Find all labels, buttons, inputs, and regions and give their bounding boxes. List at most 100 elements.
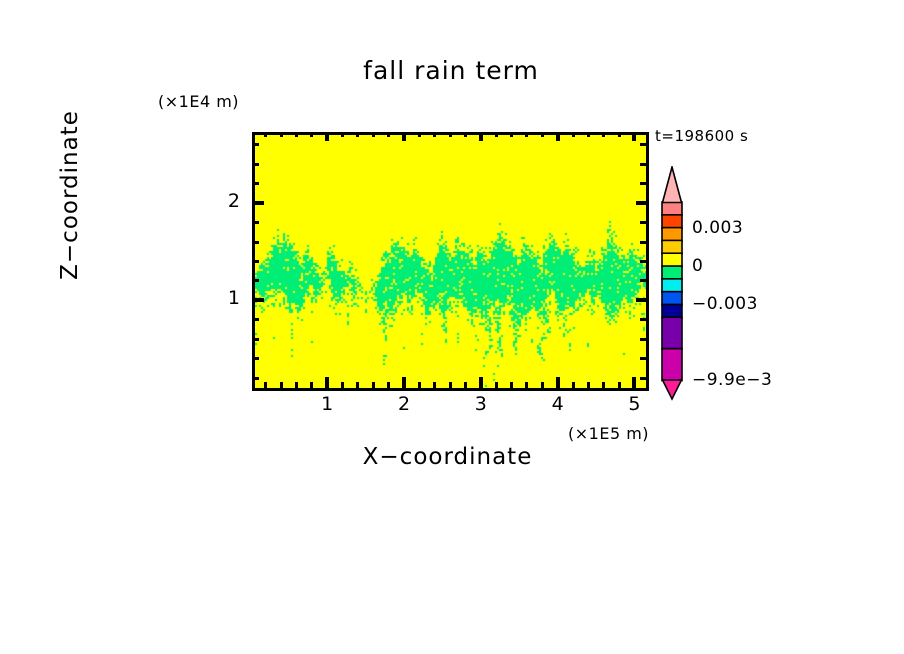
x-minor-tick-top — [510, 132, 513, 137]
colorbar-band — [662, 228, 682, 241]
x-minor-tick-top — [387, 132, 390, 137]
x-major-tick — [556, 377, 560, 388]
y-minor-tick-right — [640, 279, 646, 282]
colorbar-band — [662, 240, 682, 253]
x-minor-tick-top — [372, 132, 375, 137]
x-minor-tick — [310, 382, 313, 388]
x-minor-tick-top — [280, 132, 283, 137]
x-tick-label: 4 — [538, 393, 578, 415]
x-tick-label: 2 — [384, 393, 424, 415]
y-minor-tick — [252, 338, 259, 341]
y-minor-tick-right — [640, 221, 646, 224]
x-minor-tick — [618, 382, 621, 388]
colorbar-band — [662, 215, 682, 228]
x-minor-tick-top — [449, 132, 452, 137]
y-minor-tick — [252, 182, 259, 185]
x-minor-tick-top — [356, 132, 359, 137]
x-minor-tick-top — [572, 132, 575, 137]
y-minor-tick-right — [640, 357, 646, 360]
plot-title-text: fall rain term — [363, 56, 539, 85]
colorbar-tick-label: −0.003 — [692, 294, 758, 314]
x-major-tick-top — [632, 132, 636, 141]
x-minor-tick-top — [464, 132, 467, 137]
x-minor-tick — [387, 382, 390, 388]
x-tick-label: 1 — [307, 393, 347, 415]
x-minor-tick — [356, 382, 359, 388]
colorbar-tick-label: 0.003 — [692, 218, 743, 238]
y-minor-tick — [252, 318, 259, 321]
x-minor-tick-top — [310, 132, 313, 137]
colorbar-band — [662, 349, 682, 381]
x-major-tick — [479, 377, 483, 388]
x-major-tick-top — [556, 132, 560, 141]
x-minor-tick — [341, 382, 344, 388]
x-minor-tick — [372, 382, 375, 388]
colorbar-band — [662, 202, 682, 215]
y-axis-title: Z−coordinate — [57, 65, 83, 325]
x-major-tick — [325, 377, 329, 388]
y-major-tick — [252, 298, 264, 302]
x-tick-label: 5 — [614, 393, 654, 415]
x-major-tick — [632, 377, 636, 388]
colorbar-band — [662, 317, 682, 349]
y-major-tick-right — [636, 201, 646, 205]
colorbar-band — [662, 292, 682, 305]
x-tick-label: 3 — [461, 393, 501, 415]
x-major-tick-top — [402, 132, 406, 141]
x-minor-tick — [295, 382, 298, 388]
page-title: fall rain term — [0, 56, 904, 85]
x-minor-tick-top — [618, 132, 621, 137]
x-minor-tick — [572, 382, 575, 388]
x-minor-tick-top — [541, 132, 544, 137]
y-minor-tick-right — [640, 260, 646, 263]
x-minor-tick-top — [433, 132, 436, 137]
colorbar[interactable] — [661, 166, 683, 402]
colorbar-band — [662, 304, 682, 317]
x-minor-tick-top — [525, 132, 528, 137]
x-minor-tick — [280, 382, 283, 388]
colorbar-tick-label: 0 — [692, 256, 703, 276]
x-minor-tick-top — [264, 132, 267, 137]
x-minor-tick — [449, 382, 452, 388]
x-major-tick-top — [479, 132, 483, 141]
y-major-tick — [252, 201, 264, 205]
plot-area[interactable] — [252, 132, 649, 391]
y-tick-label: 2 — [200, 190, 240, 212]
x-minor-tick — [433, 382, 436, 388]
x-minor-tick — [418, 382, 421, 388]
y-minor-tick-right — [640, 182, 646, 185]
x-minor-tick-top — [418, 132, 421, 137]
x-major-tick-top — [325, 132, 329, 141]
x-major-tick — [402, 377, 406, 388]
heatmap-field — [255, 135, 646, 388]
y-minor-tick-right — [640, 143, 646, 146]
x-minor-tick-top — [495, 132, 498, 137]
x-minor-tick — [587, 382, 590, 388]
y-minor-tick-right — [640, 338, 646, 341]
x-axis-title: X−coordinate — [252, 444, 643, 470]
y-minor-tick — [252, 241, 259, 244]
y-minor-tick — [252, 357, 259, 360]
colorbar-band — [662, 279, 682, 292]
x-minor-tick — [510, 382, 513, 388]
y-minor-tick — [252, 163, 259, 166]
y-minor-tick — [252, 143, 259, 146]
x-minor-tick — [464, 382, 467, 388]
y-major-tick-right — [636, 298, 646, 302]
y-minor-tick-right — [640, 377, 646, 380]
x-minor-tick — [525, 382, 528, 388]
colorbar-top-arrow — [663, 167, 682, 203]
colorbar-tick-label: −9.9e−3 — [692, 370, 772, 390]
y-minor-tick — [252, 221, 259, 224]
colorbar-band — [662, 253, 682, 266]
x-minor-tick — [541, 382, 544, 388]
y-minor-tick-right — [640, 318, 646, 321]
y-minor-tick-right — [640, 241, 646, 244]
y-minor-tick — [252, 279, 259, 282]
colorbar-bottom-arrow — [663, 380, 682, 399]
x-minor-tick-top — [587, 132, 590, 137]
y-minor-tick-right — [640, 163, 646, 166]
x-minor-tick — [264, 382, 267, 388]
x-minor-tick — [495, 382, 498, 388]
colorbar-band — [662, 266, 682, 279]
